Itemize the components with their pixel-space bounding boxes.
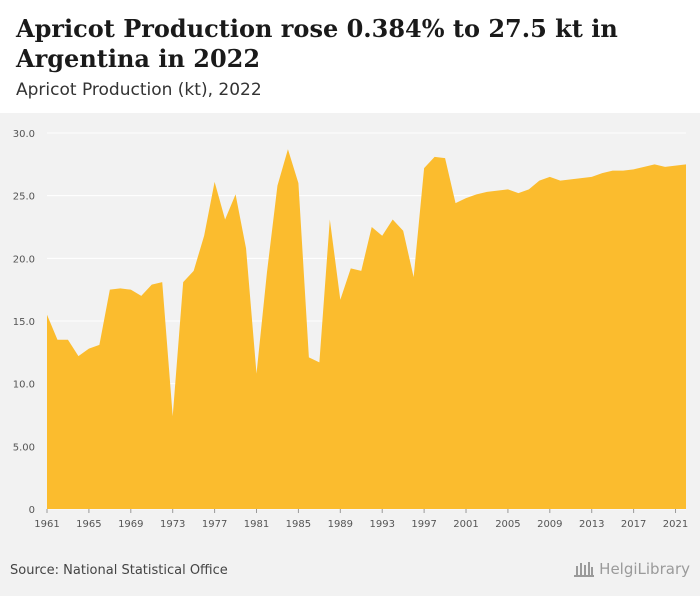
data-point[interactable] [66,338,70,342]
data-point[interactable] [621,169,625,173]
data-point[interactable] [275,184,279,188]
data-point[interactable] [527,187,531,191]
x-tick-label: 1965 [76,519,101,530]
data-point[interactable] [349,266,353,270]
data-point[interactable] [338,298,342,302]
data-point[interactable] [150,283,154,287]
data-point[interactable] [569,177,573,181]
data-point[interactable] [328,217,332,221]
data-point[interactable] [265,270,269,274]
data-point[interactable] [160,280,164,284]
data-point[interactable] [370,225,374,229]
data-point[interactable] [181,280,185,284]
data-point[interactable] [653,162,657,166]
y-tick-label: 25.0 [13,192,35,203]
x-tick-label: 1977 [202,519,227,530]
data-point[interactable] [558,179,562,183]
data-point[interactable] [55,338,59,342]
data-point[interactable] [579,176,583,180]
data-point[interactable] [391,217,395,221]
data-point[interactable] [307,355,311,359]
x-tick-label: 2005 [495,519,520,530]
data-point[interactable] [255,372,259,376]
x-tick-label: 1969 [118,519,143,530]
x-tick-label: 2009 [537,519,562,530]
data-point[interactable] [684,162,688,166]
data-point[interactable] [286,147,290,151]
data-point[interactable] [464,196,468,200]
data-point[interactable] [139,294,143,298]
data-point[interactable] [663,165,667,169]
data-point[interactable] [171,414,175,418]
data-point[interactable] [192,269,196,273]
logo-text: HelgiLibrary [599,560,690,578]
data-point[interactable] [422,166,426,170]
data-point[interactable] [296,181,300,185]
data-point[interactable] [443,156,447,160]
data-point[interactable] [674,164,678,168]
y-tick-label: 30.0 [13,129,35,140]
data-point[interactable] [495,189,499,193]
footer [0,536,700,596]
x-tick-label: 2013 [579,519,604,530]
x-tick-label: 1981 [244,519,269,530]
data-point[interactable] [537,179,541,183]
data-point[interactable] [129,288,133,292]
data-point[interactable] [548,175,552,179]
source-note: Source: National Statistical Office [10,563,228,578]
x-tick-label: 1961 [34,519,59,530]
data-point[interactable] [485,190,489,194]
chart-subtitle: Apricot Production (kt), 2022 [16,80,262,100]
header: Apricot Production rose 0.384% to 27.5 k… [0,0,700,113]
data-point[interactable] [642,165,646,169]
data-point[interactable] [433,155,437,159]
chart-title: Apricot Production rose 0.384% to 27.5 k… [16,14,618,73]
data-point[interactable] [632,167,636,171]
data-point[interactable] [600,171,604,175]
x-tick-label: 2001 [453,519,478,530]
x-tick-label: 1973 [160,519,185,530]
data-point[interactable] [401,229,405,233]
data-point[interactable] [359,269,363,273]
data-point[interactable] [45,313,49,317]
x-tick-label: 1993 [369,519,394,530]
data-point[interactable] [87,347,91,351]
helgilibrary-logo[interactable]: HelgiLibrary [573,560,690,578]
y-tick-label: 15.0 [13,317,35,328]
data-point[interactable] [97,343,101,347]
data-point[interactable] [202,234,206,238]
data-point[interactable] [108,288,112,292]
x-tick-label: 2021 [663,519,688,530]
x-tick-label: 1997 [411,519,436,530]
data-point[interactable] [234,192,238,196]
data-point[interactable] [244,246,248,250]
data-point[interactable] [611,169,615,173]
data-point[interactable] [380,234,384,238]
y-tick-label: 10.0 [13,380,35,391]
area-series-fill [47,149,686,509]
y-tick-label: 0 [29,505,35,516]
y-tick-label: 5.00 [13,442,35,453]
data-point[interactable] [76,354,80,358]
data-point[interactable] [412,275,416,279]
data-point[interactable] [213,180,217,184]
data-point[interactable] [516,191,520,195]
data-point[interactable] [590,175,594,179]
data-point[interactable] [118,286,122,290]
data-point[interactable] [474,192,478,196]
x-tick-label: 1989 [328,519,353,530]
x-axis-ticks: 1961 1965 1969 1973 1977 1981 1985 1989 1993 1997… [34,509,688,530]
data-point[interactable] [506,187,510,191]
x-tick-label: 1985 [286,519,311,530]
data-point[interactable] [317,360,321,364]
area-series [45,147,688,509]
data-point[interactable] [223,217,227,221]
y-axis-ticks: 0 5.00 10.0 15.0 20.0 25.0 30.0 [13,129,35,516]
library-icon [574,562,595,577]
y-tick-label: 20.0 [13,254,35,265]
data-point[interactable] [454,201,458,205]
x-tick-label: 2017 [621,519,646,530]
